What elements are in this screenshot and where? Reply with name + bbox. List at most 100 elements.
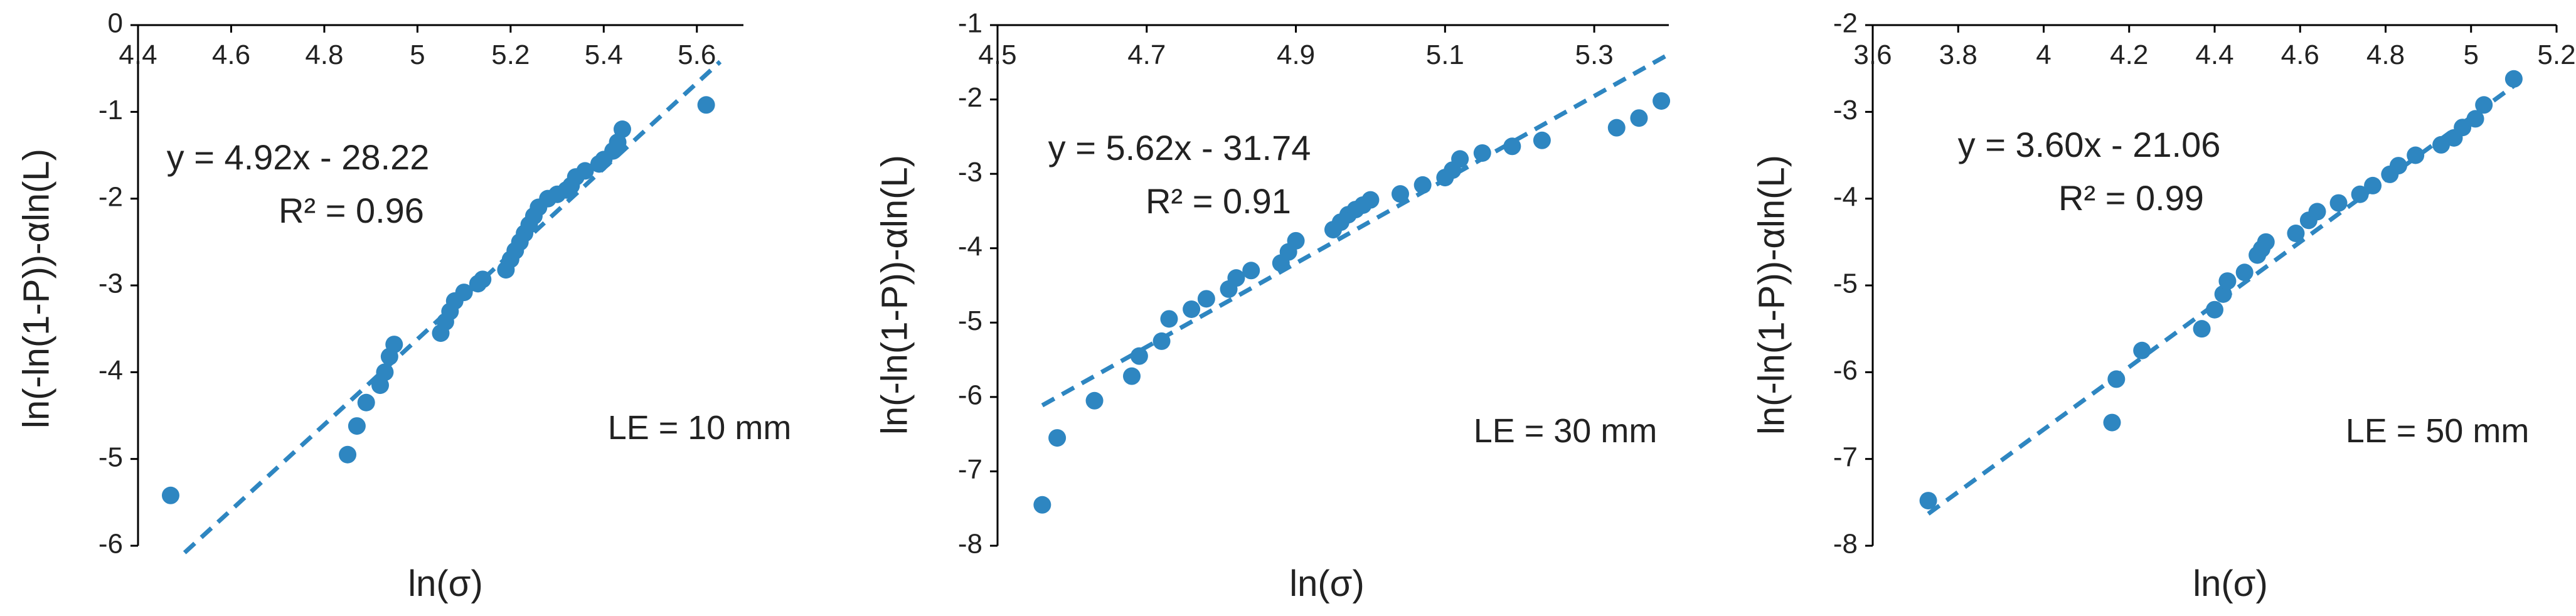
y-tick-label: -4	[98, 355, 123, 386]
y-tick-label: -5	[958, 305, 982, 336]
x-axis-title: ln(σ)	[408, 563, 483, 604]
gauge-length-label: LE = 30 mm	[1474, 412, 1658, 450]
data-point	[2103, 413, 2121, 432]
chart-panel-le10: ln(-ln(1-P))-αln(L) ln(σ) y = 4.92x - 28…	[16, 8, 791, 604]
data-point	[1085, 391, 1104, 410]
x-tick-label: 4.9	[1277, 40, 1315, 70]
x-tick-label: 5	[2464, 40, 2479, 70]
chart-panel-le30: ln(-ln(1-P))-αln(L) ln(σ) y = 5.62x - 31…	[874, 8, 1671, 604]
y-tick-label: -1	[98, 95, 123, 125]
y-tick-label: -6	[98, 529, 123, 560]
trendline-equation: y = 4.92x - 28.22	[167, 137, 430, 177]
gauge-length-label: LE = 10 mm	[608, 409, 792, 447]
data-point	[1287, 231, 1305, 250]
y-tick-label: -6	[1833, 355, 1858, 386]
data-point	[1451, 150, 1469, 168]
y-tick-label: -2	[958, 82, 982, 113]
y-tick-label: -3	[98, 268, 123, 299]
y-tick-label: -7	[1833, 442, 1858, 472]
y-tick-label: -2	[98, 181, 123, 212]
data-point	[2364, 176, 2382, 194]
y-tick-label: -3	[958, 157, 982, 188]
data-point	[1033, 496, 1051, 514]
x-tick-label: 5.3	[1575, 40, 1614, 70]
data-point	[1919, 492, 1937, 510]
data-point	[2235, 263, 2254, 282]
chart-panel-le50: ln(-ln(1-P))-αln(L) ln(σ) y = 3.60x - 21…	[1751, 8, 2575, 604]
y-tick-label: -5	[98, 442, 123, 472]
data-point	[376, 363, 394, 381]
data-point	[614, 120, 631, 138]
data-point	[1152, 332, 1171, 350]
x-tick-label: 4.2	[2110, 40, 2148, 70]
x-tick-label: 5.2	[491, 40, 530, 70]
data-point	[474, 270, 492, 289]
data-point	[1123, 367, 1141, 385]
data-point	[2351, 185, 2369, 203]
data-point	[1197, 290, 1215, 308]
y-tick-label: 0	[108, 8, 123, 39]
data-point	[2329, 194, 2348, 212]
data-point	[2308, 203, 2326, 221]
y-tick-label: -3	[1833, 95, 1858, 125]
data-point	[2407, 146, 2425, 164]
data-point	[161, 486, 179, 504]
x-tick-label: 4.5	[978, 40, 1016, 70]
y-tick-label: -6	[958, 380, 982, 410]
x-tick-label: 4.4	[119, 40, 157, 70]
data-point	[1048, 429, 1067, 447]
y-tick-label: -4	[958, 231, 982, 262]
data-point	[1227, 269, 1245, 287]
x-tick-label: 4.8	[305, 40, 343, 70]
r-squared-label: R² = 0.96	[279, 191, 424, 230]
data-point	[1533, 131, 1551, 149]
y-axis-title: ln(-ln(1-P))-αln(L)	[874, 155, 915, 435]
data-point	[1413, 176, 1432, 194]
y-tick-label: -2	[1833, 8, 1858, 39]
x-tick-label: 4.6	[212, 40, 250, 70]
data-point	[2389, 157, 2407, 175]
data-point	[1392, 185, 1409, 203]
data-point	[1630, 109, 1648, 127]
x-tick-label: 4.7	[1127, 40, 1166, 70]
data-point	[2218, 272, 2237, 290]
data-point	[1653, 92, 1671, 110]
data-point	[1242, 262, 1260, 280]
data-point	[455, 284, 473, 302]
x-tick-label: 4	[2036, 40, 2051, 70]
data-point	[1160, 310, 1178, 328]
x-tick-label: 5.1	[1426, 40, 1464, 70]
trendline-equation: y = 3.60x - 21.06	[1958, 125, 2221, 164]
r-squared-label: R² = 0.99	[2058, 178, 2204, 218]
x-tick-label: 4.6	[2281, 40, 2319, 70]
x-tick-label: 3.6	[1853, 40, 1892, 70]
data-point	[2257, 233, 2275, 251]
x-tick-label: 5.6	[678, 40, 716, 70]
data-point	[576, 162, 594, 180]
y-tick-label: -1	[958, 8, 982, 39]
y-axis-title: ln(-ln(1-P))-αln(L)	[1751, 155, 1792, 435]
y-tick-label: -8	[1833, 529, 1858, 560]
data-point	[348, 417, 366, 435]
x-tick-label: 5	[410, 40, 425, 70]
data-point	[2454, 119, 2472, 137]
data-point	[2475, 96, 2493, 114]
data-point	[2287, 225, 2305, 242]
data-point	[1130, 347, 1148, 365]
x-axis-title: ln(σ)	[1289, 563, 1365, 604]
data-point	[697, 96, 715, 114]
data-point	[1361, 191, 1380, 209]
data-point	[357, 393, 375, 412]
data-point	[1473, 144, 1491, 162]
trendline-equation: y = 5.62x - 31.74	[1048, 128, 1311, 167]
data-point	[2206, 300, 2223, 319]
x-tick-label: 3.8	[1939, 40, 1977, 70]
data-point	[1503, 137, 1521, 156]
data-point	[339, 445, 357, 464]
gauge-length-label: LE = 50 mm	[2346, 412, 2530, 450]
data-point	[2107, 370, 2126, 388]
x-tick-label: 5.4	[585, 40, 623, 70]
data-point	[2504, 70, 2523, 88]
x-tick-label: 5.2	[2537, 40, 2575, 70]
